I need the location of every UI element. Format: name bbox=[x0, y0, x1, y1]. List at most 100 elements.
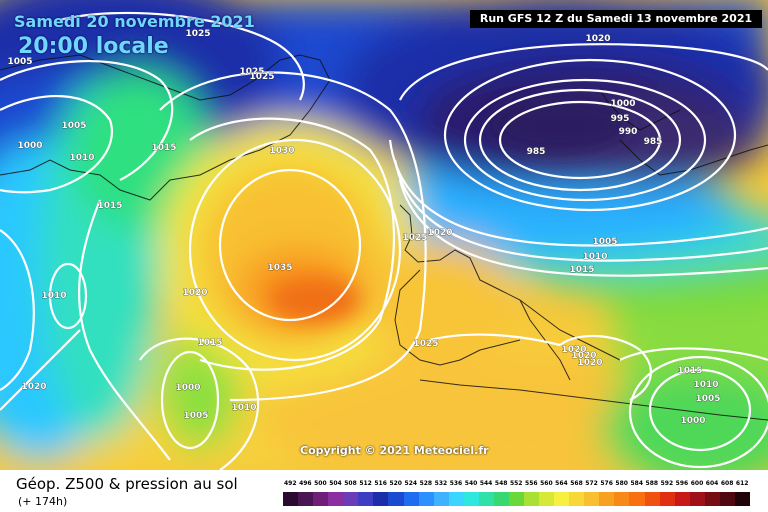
isobar-label: 1010 bbox=[41, 291, 66, 301]
isobar-label: 1020 bbox=[182, 288, 207, 298]
color-scale-swatch bbox=[674, 492, 690, 506]
color-scale-value: 600 bbox=[690, 480, 704, 487]
isobar-label: 985 bbox=[644, 137, 663, 147]
color-scale-value: 584 bbox=[630, 480, 643, 487]
color-scale-value: 612 bbox=[735, 480, 749, 487]
color-scale-swatch bbox=[388, 492, 404, 506]
color-scale-swatch bbox=[704, 492, 720, 506]
isobar-label: 1035 bbox=[267, 263, 292, 273]
isobar-label: 1005 bbox=[695, 394, 720, 404]
color-scale-value: 548 bbox=[494, 480, 508, 487]
color-scale-swatch bbox=[584, 492, 600, 506]
isobar-label: 1010 bbox=[582, 252, 607, 262]
color-scale-value: 576 bbox=[600, 480, 613, 487]
color-scale-labels: 492 496 500 504 508 512 516 520 524 528 532 536 540 5… bbox=[283, 480, 750, 490]
color-scale-swatch bbox=[343, 492, 359, 506]
isobar-label: 1025 bbox=[413, 339, 438, 349]
color-scale-value: 516 bbox=[374, 480, 387, 487]
isobar-label: 995 bbox=[611, 114, 630, 124]
color-scale-value: 608 bbox=[720, 480, 734, 487]
model-run-info: Run GFS 12 Z du Samedi 13 novembre 2021 bbox=[470, 10, 762, 28]
isobar-label: 1005 bbox=[7, 57, 32, 67]
color-scale-value: 588 bbox=[645, 480, 659, 487]
isobars bbox=[0, 11, 768, 470]
color-scale-swatch bbox=[554, 492, 570, 506]
color-scale-value: 504 bbox=[329, 480, 342, 487]
color-scale-swatch bbox=[614, 492, 630, 506]
color-scale-value: 532 bbox=[434, 480, 448, 487]
isobar-label: 1000 bbox=[17, 141, 42, 151]
color-scale-value: 596 bbox=[675, 480, 689, 487]
color-scale-value: 572 bbox=[585, 480, 598, 487]
color-scale-value: 520 bbox=[389, 480, 402, 487]
isobar-label: 1020 bbox=[21, 382, 46, 392]
isobar-label: 1025 bbox=[402, 233, 427, 243]
legend-subtitle: (+ 174h) bbox=[18, 495, 68, 508]
isobar-label: 1000 bbox=[610, 99, 635, 109]
isobar-label: 1005 bbox=[592, 237, 617, 247]
isobar-label: 1015 bbox=[677, 366, 702, 376]
color-scale-value: 500 bbox=[314, 480, 327, 487]
isobar-label: 1020 bbox=[585, 34, 610, 44]
legend-footer: Géop. Z500 & pression au sol (+ 174h) 49… bbox=[0, 470, 768, 512]
color-scale-swatch bbox=[659, 492, 675, 506]
color-scale-bar bbox=[283, 492, 750, 506]
isobar-label: 1010 bbox=[231, 403, 256, 413]
color-scale-swatch bbox=[463, 492, 479, 506]
color-scale-swatch bbox=[433, 492, 449, 506]
color-scale-value: 568 bbox=[570, 480, 583, 487]
color-scale-swatch bbox=[599, 492, 615, 506]
color-scale-swatch bbox=[358, 492, 374, 506]
forecast-time: 20:00 locale bbox=[18, 34, 169, 59]
geopotential-color-field bbox=[0, 0, 768, 470]
forecast-date: Samedi 20 novembre 2021 bbox=[14, 12, 255, 31]
isobar-label: 1030 bbox=[269, 146, 294, 156]
isobar-label: 1025 bbox=[239, 67, 264, 77]
isobar-label: 1000 bbox=[680, 416, 705, 426]
color-scale-value: 544 bbox=[479, 480, 493, 487]
color-scale-swatch bbox=[629, 492, 645, 506]
isobar-label: 1010 bbox=[69, 153, 94, 163]
color-scale-swatch bbox=[328, 492, 344, 506]
isobar-label: 1020 bbox=[427, 228, 452, 238]
color-scale-swatch bbox=[689, 492, 705, 506]
color-scale-swatch bbox=[734, 492, 750, 506]
legend-title: Géop. Z500 & pression au sol bbox=[16, 475, 238, 493]
color-scale-swatch bbox=[508, 492, 524, 506]
color-scale-value: 560 bbox=[540, 480, 553, 487]
isobar-label: 1005 bbox=[61, 121, 86, 131]
isobar-label: 1015 bbox=[151, 143, 176, 153]
isobar-label: 1000 bbox=[175, 383, 200, 393]
color-scale-value: 508 bbox=[344, 480, 357, 487]
color-scale-swatch bbox=[493, 492, 509, 506]
color-scale-value: 564 bbox=[555, 480, 568, 487]
isobar-label: 1020 bbox=[571, 351, 596, 361]
color-scale-swatch bbox=[448, 492, 464, 506]
color-scale-value: 512 bbox=[359, 480, 372, 487]
color-scale-swatch bbox=[298, 492, 314, 506]
color-scale-swatch bbox=[719, 492, 735, 506]
isobar-label: 1025 bbox=[249, 72, 274, 82]
isobar-label: 1015 bbox=[97, 201, 122, 211]
isobar-label: 990 bbox=[619, 127, 638, 137]
color-scale-swatch bbox=[478, 492, 494, 506]
isobar-label: 1010 bbox=[693, 380, 718, 390]
color-scale-value: 536 bbox=[449, 480, 463, 487]
isobar-label: 1015 bbox=[569, 265, 594, 275]
color-scale-swatch bbox=[524, 492, 540, 506]
color-scale-value: 540 bbox=[464, 480, 478, 487]
color-scale-swatch bbox=[313, 492, 329, 506]
color-scale-swatch bbox=[644, 492, 660, 506]
color-scale-swatch bbox=[373, 492, 389, 506]
isobar-label: 1015 bbox=[197, 338, 222, 348]
copyright-notice: Copyright © 2021 Meteociel.fr bbox=[300, 444, 489, 457]
isobar-label: 1020 bbox=[561, 345, 586, 355]
color-scale-value: 496 bbox=[299, 480, 312, 487]
color-scale-swatch bbox=[569, 492, 585, 506]
color-scale-swatch bbox=[403, 492, 419, 506]
color-scale-value: 552 bbox=[509, 480, 523, 487]
isobar-label: 1020 bbox=[577, 358, 602, 368]
color-scale-value: 524 bbox=[404, 480, 418, 487]
